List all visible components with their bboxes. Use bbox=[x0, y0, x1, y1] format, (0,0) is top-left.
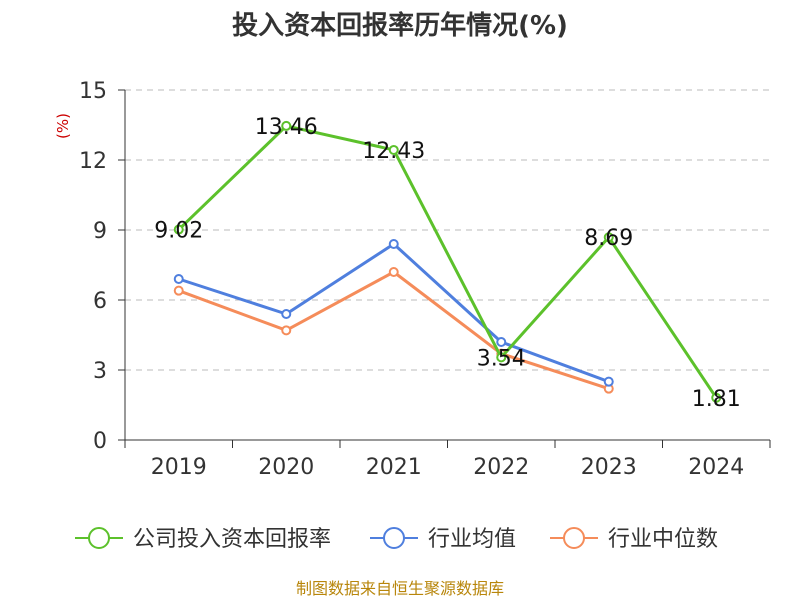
y-tick-label: 15 bbox=[79, 79, 107, 104]
y-tick-label: 0 bbox=[93, 429, 107, 454]
data-point[interactable] bbox=[281, 120, 292, 131]
grid-lines bbox=[125, 89, 770, 371]
data-label: 9.02 bbox=[154, 219, 203, 244]
y-tick-label: 3 bbox=[93, 359, 107, 384]
data-point[interactable] bbox=[281, 309, 292, 319]
series-2 bbox=[173, 267, 614, 394]
axes bbox=[118, 89, 771, 448]
data-point[interactable] bbox=[388, 144, 399, 155]
data-labels: 9.02 13.46 12.43 3.54 8.69 1.81 bbox=[154, 115, 740, 412]
series-0 bbox=[173, 120, 722, 403]
data-point[interactable] bbox=[173, 285, 184, 296]
data-label: 12.43 bbox=[362, 139, 425, 164]
data-label: 8.69 bbox=[584, 226, 633, 251]
series-line bbox=[178, 242, 610, 384]
x-tick-label: 2022 bbox=[473, 455, 529, 480]
data-point[interactable] bbox=[496, 337, 507, 347]
series-line bbox=[178, 270, 610, 391]
y-tick-labels: 0 3 6 9 12 15 bbox=[79, 79, 107, 454]
data-point[interactable] bbox=[173, 274, 184, 284]
legend-label: 行业中位数 bbox=[608, 527, 718, 552]
data-label: 13.46 bbox=[255, 115, 318, 140]
legend-item-1[interactable]: 行业均值 bbox=[370, 527, 516, 552]
legend-item-2[interactable]: 行业中位数 bbox=[550, 527, 718, 552]
data-point[interactable] bbox=[603, 376, 614, 387]
legend-marker bbox=[563, 527, 585, 549]
legend[interactable]: 公司投入资本回报率 行业均值 行业中位数 bbox=[75, 527, 718, 552]
chart-title: 投入资本回报率历年情况(%) bbox=[232, 10, 568, 41]
y-tick-label: 12 bbox=[79, 149, 107, 174]
data-point[interactable] bbox=[281, 325, 292, 336]
legend-marker bbox=[88, 527, 110, 549]
series-1 bbox=[173, 239, 614, 387]
y-tick-label: 6 bbox=[93, 289, 107, 314]
data-label: 1.81 bbox=[692, 387, 741, 412]
legend-item-0[interactable]: 公司投入资本回报率 bbox=[75, 527, 331, 552]
legend-label: 行业均值 bbox=[428, 527, 516, 552]
x-tick-label: 2020 bbox=[258, 455, 314, 480]
data-label: 3.54 bbox=[477, 346, 526, 371]
data-point[interactable] bbox=[388, 239, 399, 249]
x-tick-label: 2024 bbox=[688, 455, 744, 480]
legend-marker bbox=[383, 527, 405, 549]
x-tick-labels: 2019 2020 2021 2022 2023 2024 bbox=[151, 455, 745, 480]
x-tick-label: 2023 bbox=[581, 455, 637, 480]
y-tick-label: 9 bbox=[93, 219, 107, 244]
legend-label: 公司投入资本回报率 bbox=[133, 527, 331, 552]
data-point[interactable] bbox=[711, 392, 722, 403]
series-lines bbox=[173, 120, 722, 403]
series-line bbox=[177, 124, 718, 399]
data-point[interactable] bbox=[173, 224, 184, 235]
data-point[interactable] bbox=[388, 267, 399, 277]
data-point[interactable] bbox=[496, 352, 507, 363]
x-tick-label: 2019 bbox=[151, 455, 207, 480]
x-tick-label: 2021 bbox=[366, 455, 422, 480]
source-note: 制图数据来自恒生聚源数据库 bbox=[296, 579, 504, 598]
data-point[interactable] bbox=[603, 232, 614, 243]
y-axis-label: (%) bbox=[54, 113, 72, 139]
